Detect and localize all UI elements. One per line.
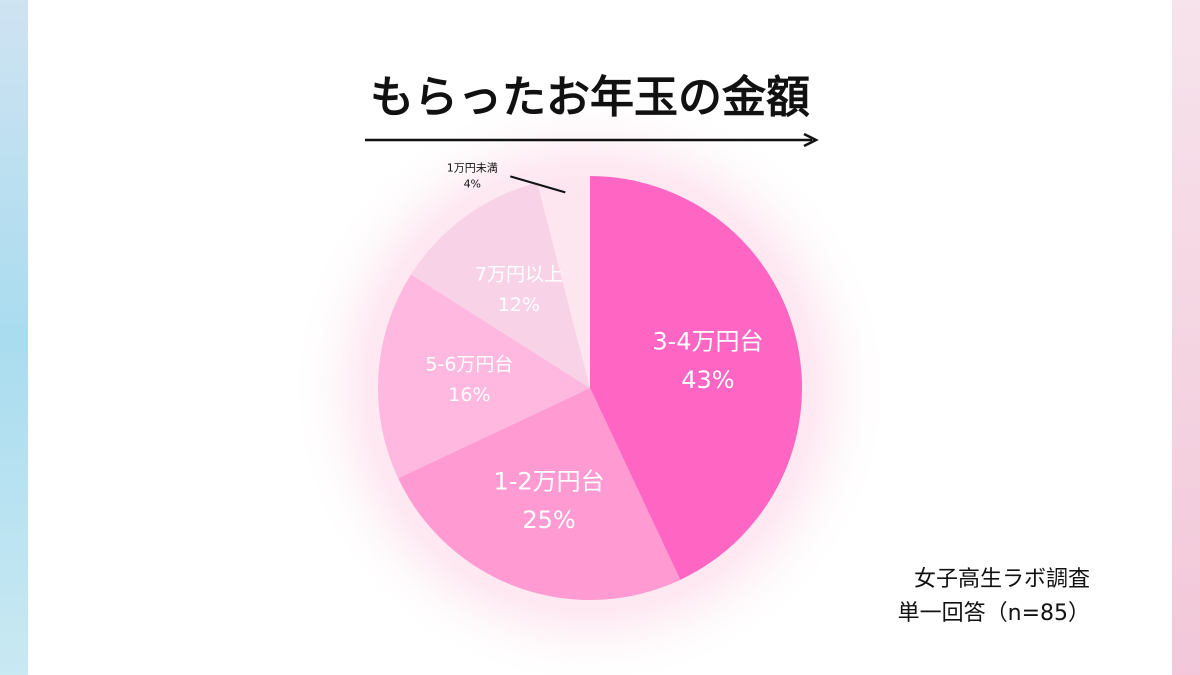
slice-label: 1万円未満 <box>447 161 498 174</box>
leader-line <box>510 175 566 194</box>
source-note: 女子高生ラボ調査 <box>914 567 1090 592</box>
slice-value-label: 4% <box>464 177 481 190</box>
pie-slice <box>378 274 590 479</box>
slice-label: 7万円以上 <box>475 264 563 286</box>
slice-value-label: 25% <box>522 506 575 534</box>
slice-value-label: 16% <box>448 384 490 406</box>
title-arrow <box>803 132 819 148</box>
pie <box>378 176 802 600</box>
slice-value-label: 43% <box>681 366 734 394</box>
pie-slice <box>590 176 802 580</box>
side-band <box>1172 0 1200 675</box>
slice-label: 1-2万円台 <box>493 467 604 495</box>
pie-slice <box>537 176 590 388</box>
slice-value-label: 12% <box>498 294 540 316</box>
pie-slice <box>398 388 681 600</box>
chart-title: もらったお年玉の金額 <box>370 72 810 123</box>
sample-note: 単一回答（n=85） <box>898 601 1090 626</box>
slice-label: 5-6万円台 <box>425 354 513 376</box>
slice-label: 3-4万円台 <box>652 327 763 355</box>
pie-slice <box>411 182 590 388</box>
